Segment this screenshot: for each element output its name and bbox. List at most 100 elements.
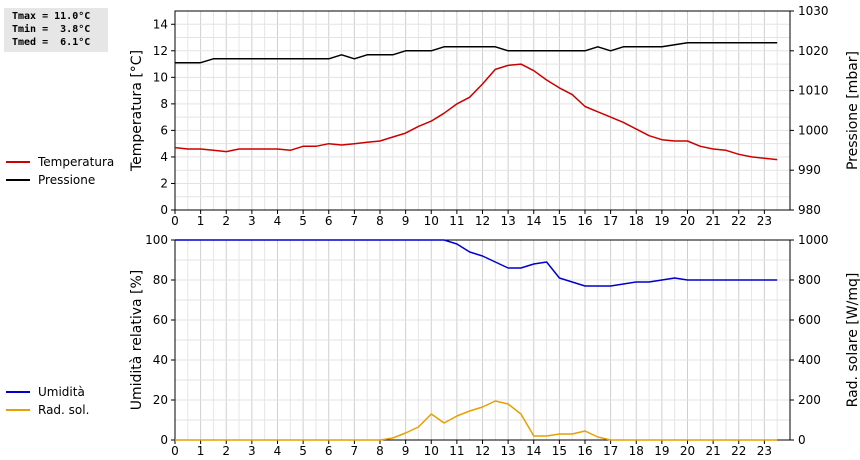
x-tick-label: 3 bbox=[248, 214, 256, 228]
series-line-umidit- bbox=[175, 239, 778, 287]
x-tick-label: 18 bbox=[629, 214, 644, 228]
stats-box: Tmax = 11.0°C Tmin = 3.8°C Tmed = 6.1°C bbox=[4, 8, 108, 52]
legend-swatch bbox=[6, 179, 30, 181]
x-tick-label: 3 bbox=[248, 444, 256, 458]
x-tick-label: 11 bbox=[449, 444, 464, 458]
x-tick-label: 15 bbox=[552, 444, 567, 458]
y-tick-label-right: 200 bbox=[798, 393, 821, 407]
x-tick-label: 21 bbox=[705, 214, 720, 228]
x-tick-label: 21 bbox=[705, 444, 720, 458]
x-tick-label: 17 bbox=[603, 214, 618, 228]
x-tick-label: 17 bbox=[603, 444, 618, 458]
y-tick-label-right: 0 bbox=[798, 433, 806, 447]
y-tick-label-left: 12 bbox=[153, 44, 168, 58]
x-tick-label: 10 bbox=[424, 214, 439, 228]
legend-label: Pressione bbox=[38, 173, 96, 187]
x-tick-label: 4 bbox=[274, 444, 282, 458]
x-tick-label: 22 bbox=[731, 214, 746, 228]
x-tick-label: 23 bbox=[757, 214, 772, 228]
x-tick-label: 4 bbox=[274, 214, 282, 228]
legend-swatch bbox=[6, 409, 30, 411]
y-tick-label-left: 40 bbox=[153, 353, 168, 367]
x-tick-label: 16 bbox=[577, 444, 592, 458]
x-tick-label: 2 bbox=[222, 214, 230, 228]
y-tick-label-left: 4 bbox=[160, 150, 168, 164]
x-tick-label: 1 bbox=[197, 444, 205, 458]
tmin-label: Tmin = 3.8°C bbox=[12, 24, 91, 35]
x-tick-label: 18 bbox=[629, 444, 644, 458]
x-tick-label: 9 bbox=[402, 444, 410, 458]
y-tick-label-right: 1020 bbox=[798, 44, 829, 58]
x-tick-label: 22 bbox=[731, 444, 746, 458]
x-tick-label: 12 bbox=[475, 214, 490, 228]
y-axis-label-left: Umidità relativa [%] bbox=[129, 270, 145, 411]
tmax-label: Tmax = 11.0°C bbox=[12, 11, 91, 22]
x-tick-label: 19 bbox=[654, 444, 669, 458]
x-tick-label: 0 bbox=[171, 214, 179, 228]
y-tick-label-right: 600 bbox=[798, 313, 821, 327]
y-tick-label-left: 8 bbox=[160, 97, 168, 111]
panel-0 bbox=[171, 10, 794, 214]
x-tick-label: 15 bbox=[552, 214, 567, 228]
x-tick-label: 8 bbox=[376, 214, 384, 228]
x-tick-label: 2 bbox=[222, 444, 230, 458]
y-tick-label-left: 6 bbox=[160, 123, 168, 137]
x-tick-label: 0 bbox=[171, 444, 179, 458]
y-axis-label-right: Pressione [mbar] bbox=[845, 51, 860, 170]
series-line-temperatura bbox=[174, 63, 778, 161]
legend-top: Temperatura Pressione bbox=[6, 153, 114, 189]
y-tick-label-left: 20 bbox=[153, 393, 168, 407]
y-tick-label-right: 1000 bbox=[798, 233, 829, 247]
series-line-pressione bbox=[175, 42, 778, 64]
x-tick-label: 14 bbox=[526, 444, 541, 458]
y-tick-label-right: 990 bbox=[798, 163, 821, 177]
x-tick-label: 20 bbox=[680, 444, 695, 458]
y-tick-label-right: 980 bbox=[798, 203, 821, 217]
y-tick-label-left: 2 bbox=[160, 176, 168, 190]
panel-1 bbox=[171, 239, 794, 444]
y-tick-label-right: 1010 bbox=[798, 84, 829, 98]
y-tick-label-left: 60 bbox=[153, 313, 168, 327]
y-tick-label-left: 10 bbox=[153, 70, 168, 84]
tmed-label: Tmed = 6.1°C bbox=[12, 37, 91, 48]
x-tick-label: 5 bbox=[299, 444, 307, 458]
x-tick-label: 14 bbox=[526, 214, 541, 228]
y-axis-label-left: Temperatura [°C] bbox=[129, 50, 145, 172]
y-tick-label-left: 0 bbox=[160, 203, 168, 217]
x-tick-label: 6 bbox=[325, 214, 333, 228]
legend-label: Umidità bbox=[38, 385, 85, 399]
x-tick-label: 6 bbox=[325, 444, 333, 458]
legend-item: Temperatura bbox=[6, 153, 114, 171]
legend-label: Temperatura bbox=[38, 155, 115, 169]
y-tick-label-left: 14 bbox=[153, 17, 168, 31]
y-tick-label-left: 80 bbox=[153, 273, 168, 287]
x-tick-label: 11 bbox=[449, 214, 464, 228]
y-tick-label-right: 400 bbox=[798, 353, 821, 367]
x-tick-label: 20 bbox=[680, 214, 695, 228]
legend-label: Rad. sol. bbox=[38, 403, 90, 417]
x-tick-label: 13 bbox=[500, 214, 515, 228]
y-tick-label-left: 0 bbox=[160, 433, 168, 447]
x-tick-label: 23 bbox=[757, 444, 772, 458]
y-tick-label-left: 100 bbox=[145, 233, 168, 247]
y-tick-label-right: 1000 bbox=[798, 123, 829, 137]
legend-item: Rad. sol. bbox=[6, 401, 89, 419]
x-tick-label: 1 bbox=[197, 214, 205, 228]
series-line-rad-sol- bbox=[175, 400, 778, 441]
x-tick-label: 19 bbox=[654, 214, 669, 228]
legend-item: Pressione bbox=[6, 171, 114, 189]
x-tick-label: 7 bbox=[351, 444, 359, 458]
y-axis-label-right: Rad. solare [W/mq] bbox=[845, 273, 860, 408]
x-tick-label: 5 bbox=[299, 214, 307, 228]
legend-bottom: Umidità Rad. sol. bbox=[6, 383, 89, 419]
x-tick-label: 16 bbox=[577, 214, 592, 228]
x-tick-label: 13 bbox=[500, 444, 515, 458]
x-tick-label: 9 bbox=[402, 214, 410, 228]
legend-swatch bbox=[6, 391, 30, 393]
x-tick-label: 12 bbox=[475, 444, 490, 458]
x-tick-label: 8 bbox=[376, 444, 384, 458]
legend-item: Umidità bbox=[6, 383, 89, 401]
y-tick-label-right: 800 bbox=[798, 273, 821, 287]
legend-swatch bbox=[6, 161, 30, 163]
